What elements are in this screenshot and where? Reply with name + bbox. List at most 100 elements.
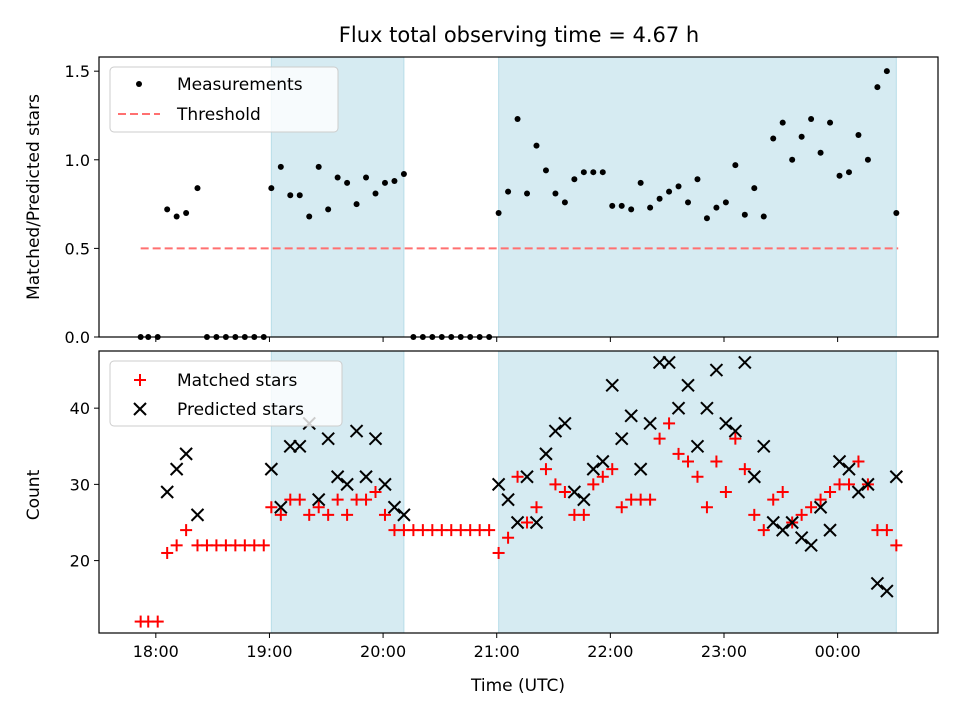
- measurement-point: [770, 135, 777, 142]
- predicted-star-point: [633, 462, 648, 476]
- measurement-point: [561, 199, 568, 206]
- matched-star-point: [151, 615, 164, 628]
- matched-star-point: [653, 432, 666, 445]
- measurement-point: [306, 213, 313, 220]
- predicted-star-point: [293, 439, 307, 453]
- measurement-point: [542, 167, 549, 174]
- predicted-star-point: [283, 439, 297, 453]
- measurement-point: [183, 209, 190, 216]
- predicted-star-point: [510, 515, 525, 530]
- y-tick-label: 0.5: [65, 239, 90, 258]
- predicted-star-point: [804, 538, 818, 553]
- predicted-star-point: [548, 424, 563, 438]
- measurement-point: [808, 116, 815, 123]
- predicted-star-point: [274, 500, 288, 514]
- legend-matched-marker: [134, 374, 146, 386]
- legend-measurements-marker: [136, 81, 142, 87]
- y-tick-label: 0.0: [65, 328, 90, 347]
- legend-threshold-label: Threshold: [176, 105, 261, 125]
- predicted-star-point: [378, 477, 392, 492]
- predicted-star-point: [861, 477, 875, 492]
- measurement-point: [353, 201, 360, 208]
- measurement-point: [552, 190, 559, 197]
- measurement-point: [656, 195, 663, 202]
- predicted-star-point: [719, 416, 733, 431]
- matched-star-point: [312, 501, 325, 514]
- measurement-point: [694, 176, 701, 183]
- matched-star-point: [776, 486, 789, 498]
- predicted-star-point: [652, 355, 667, 370]
- predicted-star-point: [728, 424, 743, 438]
- matched-star-point: [369, 486, 382, 498]
- measurement-point: [344, 179, 351, 186]
- matched-star-point: [814, 493, 827, 506]
- matched-star-point: [265, 501, 278, 514]
- predicted-star-point: [624, 409, 638, 423]
- x-tick-label: 20:00: [360, 642, 406, 661]
- bottom-legend: Matched stars Predicted stars: [109, 360, 343, 427]
- predicted-star-point: [757, 439, 771, 453]
- predicted-star-point: [813, 500, 828, 514]
- matched-star-point: [180, 524, 193, 537]
- matched-star-point: [805, 501, 818, 514]
- predicted-star-point: [577, 492, 591, 507]
- measurement-point: [580, 169, 587, 176]
- measurement-point: [741, 211, 748, 218]
- measurement-point: [618, 202, 625, 209]
- predicted-star-point: [851, 485, 866, 499]
- measurement-point: [505, 188, 512, 195]
- y-tick-label: 40: [70, 399, 90, 418]
- measurement-point: [268, 185, 275, 192]
- measurement-point: [637, 179, 644, 186]
- measurement-point: [713, 204, 720, 211]
- measurement-point: [296, 192, 303, 199]
- matched-star-point: [492, 546, 505, 559]
- x-tick-label: 21:00: [474, 642, 520, 661]
- measurement-point: [798, 133, 805, 140]
- x-tick-label: 19:00: [246, 642, 292, 661]
- x-tick-label: 00:00: [815, 642, 861, 661]
- x-tick-label: 22:00: [587, 642, 633, 661]
- predicted-star-point: [643, 416, 657, 431]
- legend-predicted-marker: [133, 402, 147, 416]
- predicted-star-point: [870, 576, 885, 591]
- top-legend-box: [109, 66, 339, 133]
- matched-star-point: [577, 508, 590, 521]
- predicted-star-point: [842, 462, 856, 476]
- matched-star-point: [170, 539, 183, 552]
- observing-interval-shade: [498, 56, 897, 338]
- predicted-star-point: [832, 454, 847, 469]
- matched-star-point: [710, 455, 723, 468]
- matched-star-point: [824, 486, 837, 498]
- bottom-panel: 20 30 40 18:00 19:00 20:00 21:00 22:00 23:00 00:…: [24, 350, 939, 696]
- predicted-star-point: [662, 355, 676, 370]
- x-axis-label: Time (UTC): [470, 676, 565, 696]
- predicted-star-point: [179, 447, 193, 461]
- y-tick-label: 20: [70, 552, 90, 571]
- matched-star-point: [719, 486, 732, 498]
- matched-star-point: [700, 501, 713, 514]
- measurement-point: [514, 116, 521, 123]
- matched-star-point: [502, 531, 515, 544]
- matched-star-point: [161, 546, 174, 559]
- predicted-star-point: [605, 378, 619, 393]
- measurement-point: [571, 176, 578, 183]
- measurement-point: [495, 209, 502, 216]
- y-tick-label: 30: [70, 475, 90, 494]
- matched-star-point: [767, 493, 780, 506]
- predicted-star-point: [321, 431, 335, 446]
- matched-star-point: [691, 470, 704, 483]
- measurement-point: [315, 163, 322, 170]
- measurement-point: [855, 131, 862, 138]
- matched-star-point: [757, 524, 770, 537]
- matched-star-point: [539, 463, 552, 476]
- predicted-star-point: [889, 470, 904, 484]
- predicted-star-point: [397, 508, 411, 522]
- matched-star-point: [257, 539, 270, 552]
- measurement-point: [817, 149, 824, 156]
- matched-star-point: [331, 493, 344, 506]
- measurement-point: [194, 185, 201, 192]
- measurement-point: [789, 156, 796, 163]
- measurement-point: [173, 213, 180, 220]
- measurement-point: [381, 179, 388, 186]
